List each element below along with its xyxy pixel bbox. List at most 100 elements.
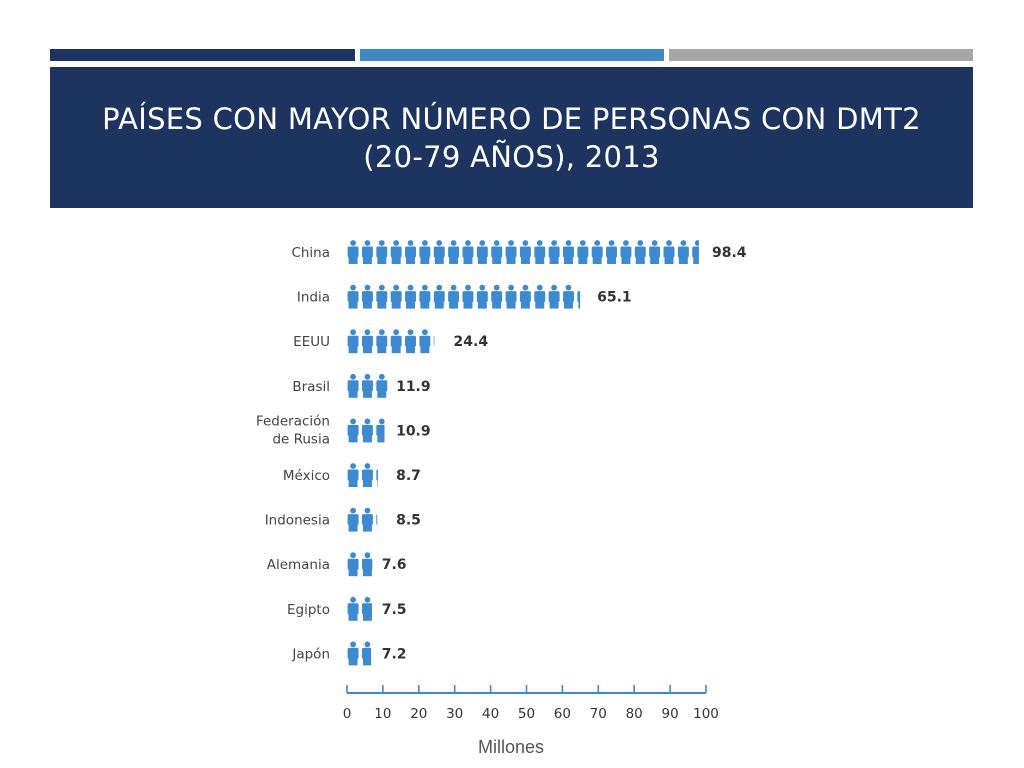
person-icon	[491, 284, 503, 309]
category-label: Alemania	[267, 557, 330, 573]
person-icon	[448, 240, 460, 264]
slide-title: PAÍSES CON MAYOR NÚMERO DE PERSONAS CON …	[102, 100, 921, 176]
accent-bar-gray	[669, 49, 973, 61]
person-icon	[433, 240, 445, 264]
person-icon	[361, 596, 372, 621]
accent-bar-blue	[360, 49, 664, 61]
bar-row: India 65.1	[297, 284, 632, 309]
value-label: 8.5	[396, 513, 421, 529]
person-icon	[347, 240, 359, 264]
person-icon	[347, 463, 359, 487]
person-icon	[347, 596, 359, 621]
person-icon	[462, 240, 474, 264]
person-icon	[361, 329, 373, 354]
value-label: 98.4	[712, 245, 747, 261]
category-label-line: de Rusia	[272, 431, 330, 447]
value-label: 7.6	[382, 557, 407, 573]
person-icon	[390, 284, 402, 309]
bar-row: Brasil 11.9	[292, 373, 431, 398]
category-label: Indonesia	[265, 513, 330, 529]
person-icon	[534, 284, 546, 309]
person-icon	[361, 284, 373, 309]
person-icon	[405, 240, 416, 264]
person-icon	[548, 284, 560, 309]
person-icon	[519, 284, 531, 309]
title-band: PAÍSES CON MAYOR NÚMERO DE PERSONAS CON …	[50, 67, 973, 208]
person-icon	[677, 240, 689, 264]
x-tick-label: 50	[518, 706, 535, 722]
x-tick-label: 0	[343, 706, 352, 722]
value-label: 11.9	[396, 379, 431, 395]
person-icon	[491, 240, 503, 264]
person-icon	[376, 240, 388, 264]
bar-row: EEUU 24.4	[293, 329, 488, 354]
person-icon	[577, 240, 589, 264]
person-icon	[347, 284, 359, 309]
person-icon	[390, 240, 402, 264]
person-icon	[361, 240, 373, 264]
category-label: México	[283, 468, 330, 484]
person-icon	[376, 329, 388, 354]
x-tick-label: 100	[693, 706, 719, 722]
person-icon	[347, 418, 359, 443]
person-icon	[448, 284, 460, 309]
person-icon	[649, 240, 661, 264]
bar-row: Japón 7.2	[291, 641, 407, 666]
accent-bar-dark	[50, 49, 355, 61]
bar-row: México 8.7	[283, 463, 421, 487]
x-tick-label: 80	[626, 706, 643, 722]
person-icon	[376, 418, 385, 443]
person-icon	[376, 284, 388, 309]
slide-title-line-1: PAÍSES CON MAYOR NÚMERO DE PERSONAS CON …	[102, 101, 921, 136]
person-icon	[361, 463, 373, 487]
person-icon	[476, 284, 488, 309]
person-icon	[591, 240, 603, 264]
person-icon	[376, 373, 388, 398]
x-tick-label: 60	[554, 706, 571, 722]
x-tick-label: 30	[446, 706, 463, 722]
person-icon	[476, 240, 488, 264]
person-icon	[376, 514, 378, 525]
person-icon	[347, 552, 359, 577]
category-label: China	[291, 245, 330, 261]
person-icon	[692, 240, 699, 264]
person-icon	[347, 507, 359, 532]
bar-row: Indonesia 8.5	[265, 507, 421, 532]
person-icon	[347, 373, 359, 398]
person-icon	[433, 284, 445, 309]
person-icon	[519, 240, 531, 264]
person-icon	[534, 240, 546, 264]
person-icon	[548, 240, 560, 264]
category-label: Federación de Rusia	[256, 413, 330, 447]
person-icon	[376, 469, 378, 487]
person-icon	[419, 329, 431, 354]
category-label: Brasil	[292, 379, 330, 395]
person-icon	[419, 240, 431, 264]
category-label: Egipto	[287, 602, 330, 618]
value-label: 7.2	[382, 646, 407, 662]
bar-row: China 98.4	[291, 240, 747, 264]
slide-title-line-2: (20-79 AÑOS), 2013	[363, 139, 660, 174]
x-tick-label: 40	[482, 706, 499, 722]
person-icon	[577, 286, 581, 309]
bar-row: Alemania 7.6	[267, 552, 407, 577]
person-icon	[620, 240, 632, 264]
value-label: 7.5	[382, 602, 407, 618]
category-label: Japón	[291, 646, 330, 662]
person-icon	[563, 240, 574, 264]
person-icon	[405, 284, 416, 309]
person-icon	[606, 240, 618, 264]
person-icon	[419, 284, 431, 309]
person-icon	[390, 329, 402, 354]
person-icon	[405, 329, 416, 354]
value-label: 8.7	[396, 468, 421, 484]
person-icon	[505, 240, 517, 264]
x-tick-label: 20	[410, 706, 427, 722]
x-tick-label: 10	[374, 706, 391, 722]
x-axis-label: Millones	[478, 737, 544, 757]
person-icon	[361, 552, 373, 577]
person-icon	[505, 284, 517, 309]
person-icon	[361, 641, 372, 666]
person-icon	[663, 240, 675, 264]
person-icon	[433, 336, 435, 347]
